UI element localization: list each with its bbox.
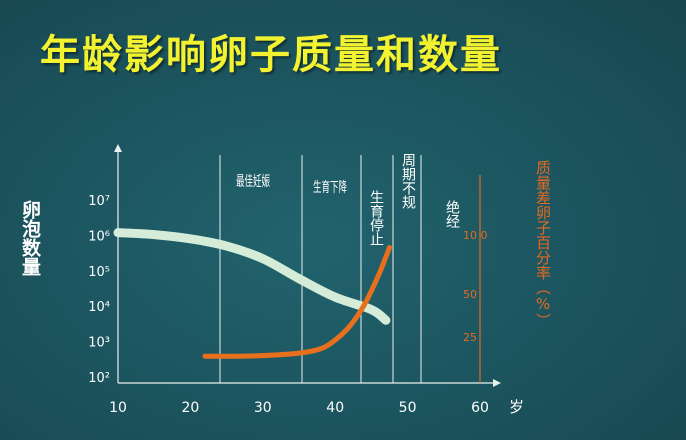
y-axis-arrow (114, 144, 122, 152)
y-left-tick-3: 10³ (88, 336, 110, 351)
x-tick-60: 60 (471, 400, 489, 416)
x-axis-arrow (493, 379, 501, 387)
x-tick-40: 40 (326, 400, 344, 416)
x-tick-20: 20 (181, 400, 199, 416)
y-right-tick-25: 25 (463, 331, 477, 344)
y-left-tick-4: 10⁴ (88, 300, 110, 315)
y-left-tick-2: 10² (88, 371, 110, 386)
y-left-label: 卵泡数量 (19, 199, 41, 276)
annotation-menopause: 绝经 (444, 200, 460, 228)
x-axis-unit: 岁 (509, 398, 524, 416)
series-follicle-count-line (113, 228, 391, 325)
y-left-tick-5: 10⁵ (88, 265, 110, 280)
y-right-label: 质量差卵子百分率（%） (534, 160, 552, 328)
y-left-tick-6: 10⁶ (88, 229, 110, 244)
slide-title: 年龄影响卵子质量和数量 (40, 32, 502, 78)
y-right-tick-50: 50 (463, 288, 477, 301)
y-left-ticks: 10⁷ 10⁶ 10⁵ 10⁴ 10³ 10² (88, 194, 110, 386)
x-tick-50: 50 (399, 400, 417, 416)
annotation-best-pregnancy: 最佳妊娠 (236, 174, 270, 190)
y-right-tick-100: 10 0 (463, 229, 488, 242)
annotation-fertility-decline: 生育下降 (313, 180, 347, 196)
series-poor-quality-egg-line (202, 245, 392, 359)
x-axis-ticks: 10 20 30 40 50 60 (109, 400, 489, 416)
x-tick-30: 30 (254, 400, 272, 416)
annotation-fertility-stop: 生育停止 (368, 190, 384, 246)
x-tick-10: 10 (109, 400, 127, 416)
y-left-tick-7: 10⁷ (88, 194, 110, 209)
annotation-irregular-cycle: 周期不规 (400, 153, 416, 210)
